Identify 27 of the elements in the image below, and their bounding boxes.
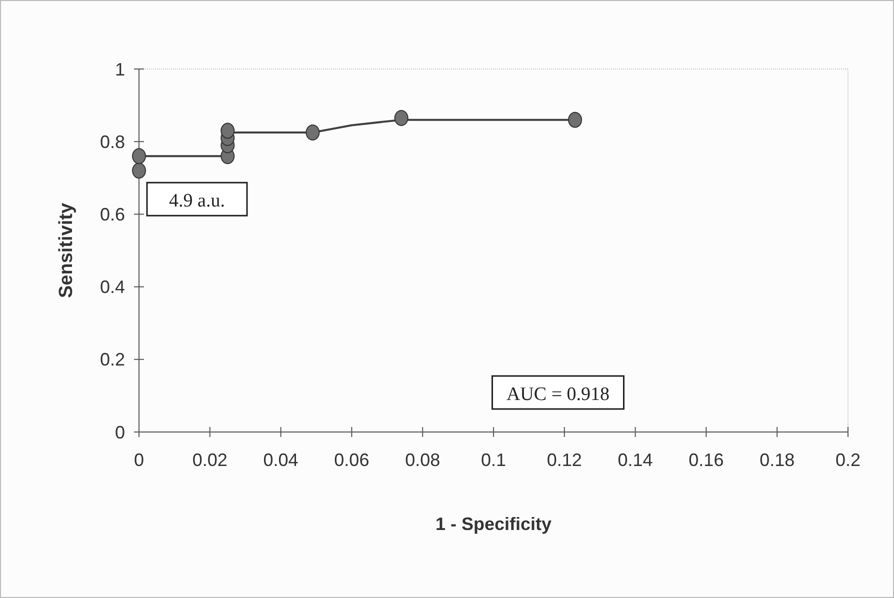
y-tick-label: 0 xyxy=(114,422,125,442)
x-tick-label: 0.06 xyxy=(334,450,370,470)
y-tick-label: 0.8 xyxy=(100,132,125,152)
annotation: 4.9 a.u. xyxy=(169,190,225,212)
x-tick-label: 0.12 xyxy=(546,450,582,470)
y-tick-label: 1 xyxy=(114,59,125,80)
x-tick-label: 0.02 xyxy=(192,450,228,470)
x-tick-label: 0 xyxy=(134,450,144,470)
x-tick-label: 0.14 xyxy=(618,450,653,470)
y-tick-label: 0.6 xyxy=(100,204,125,224)
x-tick-label: 0.08 xyxy=(405,450,440,470)
x-axis-title: 1 - Specificity xyxy=(435,514,552,534)
annotation: AUC = 0.918 xyxy=(506,384,610,405)
y-tick-label: 0.2 xyxy=(100,350,125,370)
point xyxy=(132,162,146,179)
point xyxy=(568,112,582,128)
x-tick-label: 0.04 xyxy=(263,450,298,470)
point xyxy=(132,148,146,164)
x-tick-label: 0.16 xyxy=(688,450,724,470)
point xyxy=(220,122,235,139)
x-tick-label: 0.1 xyxy=(480,450,506,470)
point xyxy=(306,124,320,141)
y-tick-label: 0.4 xyxy=(100,277,125,298)
point xyxy=(394,110,408,126)
x-tick-label: 0.18 xyxy=(760,450,795,470)
x-tick-label: 0.2 xyxy=(835,450,861,470)
y-axis-title: Sensitivity xyxy=(56,202,77,298)
